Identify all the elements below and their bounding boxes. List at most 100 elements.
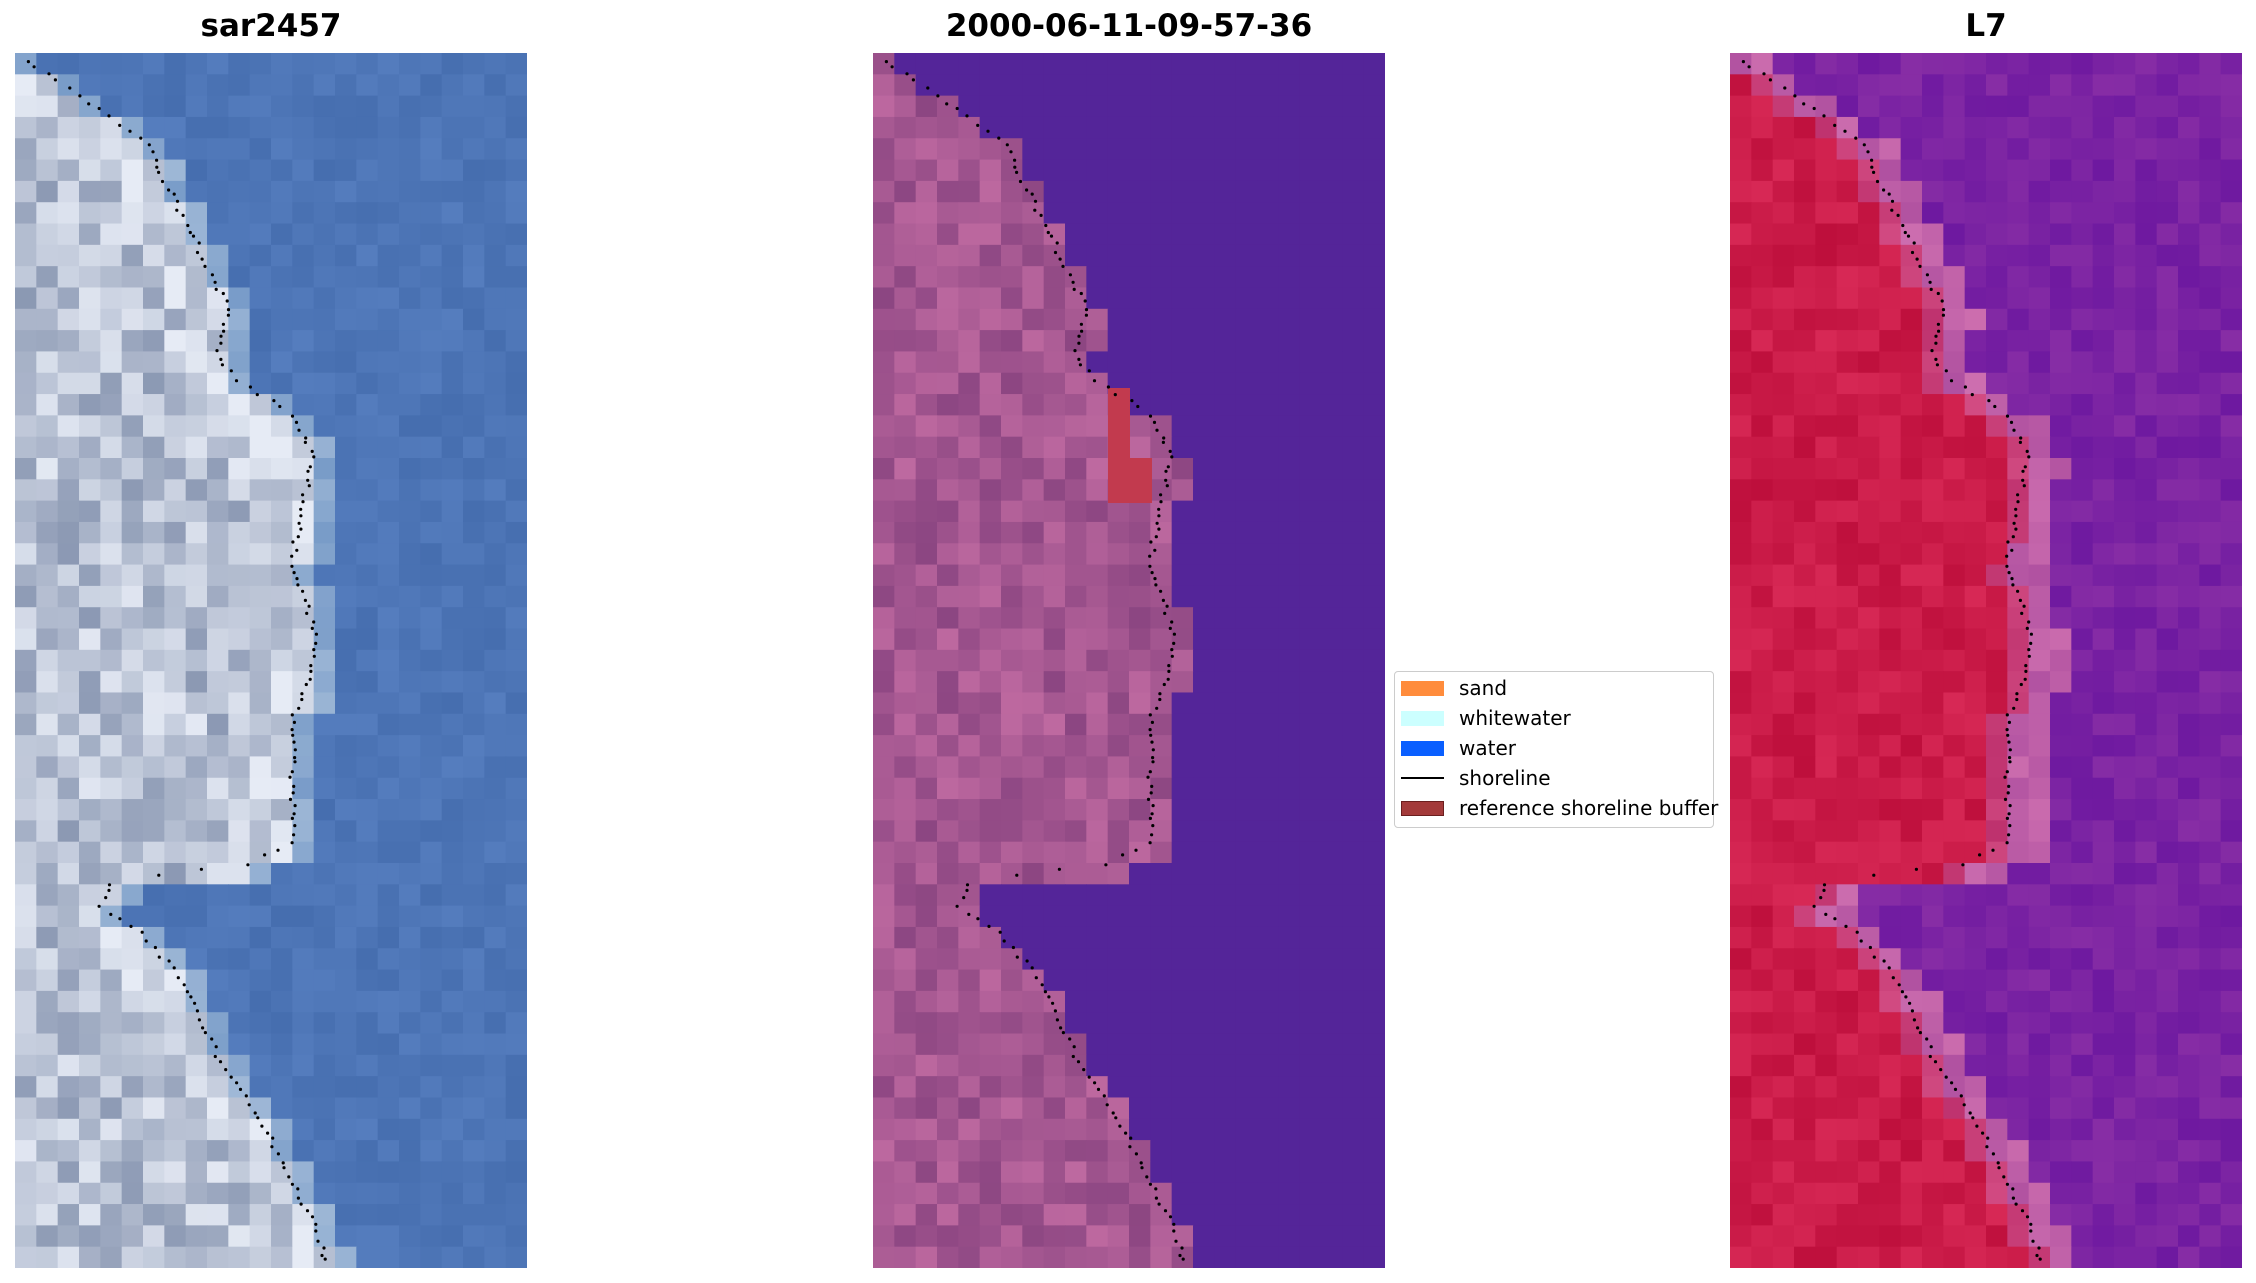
image-pixel: [1001, 330, 1023, 353]
image-pixel: [356, 351, 379, 374]
image-pixel: [1794, 1097, 1816, 1120]
image-pixel: [1171, 74, 1194, 97]
image-pixel: [484, 458, 507, 480]
image-pixel: [937, 585, 959, 608]
image-pixel: [1235, 1204, 1258, 1226]
image-pixel: [1986, 415, 2008, 438]
image-pixel: [2156, 308, 2179, 331]
image-pixel: [873, 479, 895, 502]
image-pixel: [1001, 713, 1023, 736]
image-pixel: [79, 863, 101, 885]
image-pixel: [15, 1097, 37, 1120]
image-pixel: [894, 564, 917, 587]
image-pixel: [505, 458, 527, 480]
image-pixel: [1257, 1140, 1279, 1163]
shoreline-dot: [1890, 208, 1894, 212]
shoreline-dot: [1153, 548, 1157, 552]
image-pixel: [1772, 1161, 1795, 1184]
image-pixel: [1900, 500, 1923, 523]
image-pixel: [2114, 564, 2136, 587]
image-pixel: [441, 1161, 464, 1184]
image-pixel: [2007, 223, 2030, 246]
image-pixel: [873, 607, 895, 630]
image-pixel: [2114, 1097, 2136, 1120]
image-pixel: [2135, 308, 2158, 331]
image-pixel: [1235, 671, 1258, 694]
image-pixel: [1193, 1012, 1215, 1035]
image-pixel: [1879, 202, 1902, 225]
image-pixel: [1171, 1204, 1194, 1226]
image-pixel: [958, 351, 981, 374]
image-pixel: [1363, 53, 1385, 75]
image-pixel: [420, 202, 443, 225]
image-pixel: [1150, 1204, 1173, 1226]
shoreline-dot: [151, 150, 155, 154]
image-pixel: [1815, 95, 1838, 118]
image-pixel: [441, 1118, 464, 1141]
image-pixel: [228, 884, 251, 907]
image-pixel: [143, 756, 165, 779]
image-pixel: [228, 777, 251, 800]
image-pixel: [463, 1161, 485, 1184]
image-pixel: [1193, 1097, 1215, 1120]
image-pixel: [356, 53, 379, 75]
image-pixel: [420, 351, 443, 374]
image-pixel: [2156, 223, 2179, 246]
image-pixel: [313, 1076, 336, 1099]
image-pixel: [1299, 607, 1322, 630]
image-pixel: [873, 1076, 895, 1099]
image-pixel: [1363, 1182, 1385, 1205]
image-pixel: [1879, 863, 1902, 885]
image-pixel: [1257, 244, 1279, 267]
image-pixel: [2028, 543, 2051, 566]
image-pixel: [1150, 74, 1173, 97]
image-pixel: [1730, 266, 1752, 289]
image-pixel: [1986, 287, 2008, 310]
image-pixel: [1815, 202, 1838, 225]
image-pixel: [100, 735, 123, 758]
shoreline-dot: [1148, 564, 1152, 568]
image-pixel: [1922, 926, 1944, 949]
image-pixel: [2114, 436, 2136, 459]
shoreline-dot: [2005, 564, 2009, 568]
image-pixel: [1065, 116, 1087, 139]
image-pixel: [1043, 500, 1066, 523]
image-pixel: [1107, 905, 1130, 928]
image-pixel: [1858, 585, 1880, 608]
shoreline-dot: [1150, 740, 1154, 744]
image-pixel: [164, 1054, 187, 1077]
image-pixel: [1794, 266, 1816, 289]
image-pixel: [1986, 1161, 2008, 1184]
image-pixel: [1836, 180, 1859, 203]
image-pixel: [2135, 671, 2158, 694]
image-pixel: [1193, 308, 1215, 331]
image-pixel: [1900, 884, 1923, 907]
image-pixel: [2156, 138, 2179, 161]
image-pixel: [1001, 1033, 1023, 1056]
image-pixel: [915, 74, 938, 97]
image-pixel: [377, 1033, 400, 1056]
image-pixel: [1342, 735, 1365, 758]
image-pixel: [2178, 415, 2200, 438]
shoreline-dot: [1068, 1037, 1072, 1041]
shoreline-dot: [1747, 65, 1751, 69]
image-pixel: [2007, 671, 2030, 694]
image-pixel: [399, 820, 421, 843]
shoreline-dot: [287, 1175, 291, 1179]
image-pixel: [313, 116, 336, 139]
shoreline-dot: [314, 632, 318, 636]
image-pixel: [1278, 1097, 1301, 1120]
image-pixel: [937, 1012, 959, 1035]
image-pixel: [1001, 458, 1023, 480]
shoreline-dot: [1148, 816, 1152, 821]
image-pixel: [100, 1076, 123, 1099]
image-pixel: [1363, 1118, 1385, 1141]
shoreline-dot: [2029, 641, 2033, 646]
image-pixel: [1815, 1097, 1838, 1120]
image-pixel: [2135, 1246, 2158, 1268]
image-pixel: [57, 1161, 80, 1184]
image-pixel: [2007, 863, 2030, 885]
image-pixel: [1794, 95, 1816, 118]
image-pixel: [377, 287, 400, 310]
image-pixel: [1858, 1076, 1880, 1099]
